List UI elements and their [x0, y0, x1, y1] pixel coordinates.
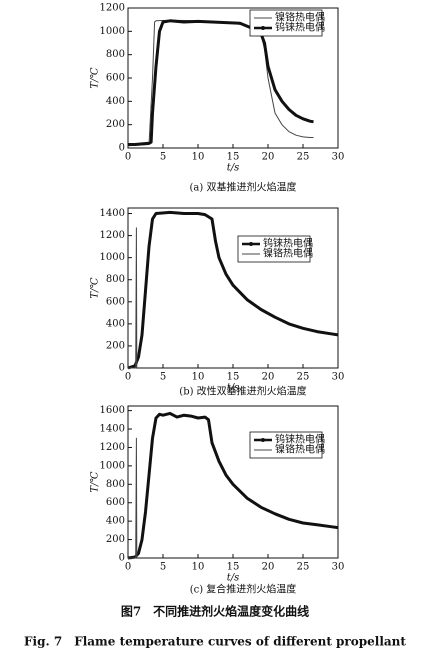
x-tick-label: 20	[262, 152, 275, 163]
subtitle: (a) 双基推进剂火焰温度	[190, 181, 297, 194]
y-tick-label: 0	[119, 553, 125, 564]
legend-box	[237, 235, 311, 263]
x-tick-label: 0	[125, 372, 131, 383]
y-tick-label: 400	[106, 516, 125, 527]
y-tick-label: 800	[106, 479, 125, 490]
y-tick-label: 400	[106, 318, 125, 329]
y-tick-label: 1000	[100, 460, 125, 471]
series-line	[128, 19, 314, 146]
x-tick-label: 20	[262, 372, 275, 383]
x-axis-label: t/s	[227, 383, 240, 394]
legend-label: 镍铬热电偶	[263, 247, 313, 260]
x-tick-label: 0	[125, 562, 131, 573]
x-axis-label: t/s	[227, 163, 240, 174]
series-line	[128, 227, 138, 369]
y-tick-label: 200	[106, 340, 125, 351]
x-tick-label: 25	[297, 152, 310, 163]
legend-label: 钨铼热电偶	[275, 21, 325, 34]
legend-label: 镍铬热电偶	[275, 11, 325, 24]
x-tick-label: 5	[160, 152, 166, 163]
y-tick-label: 0	[119, 363, 125, 374]
y-tick-label: 1200	[100, 3, 125, 14]
y-tick-label: 1400	[100, 424, 125, 435]
y-tick-label: 200	[106, 534, 125, 545]
x-axis-label: t/s	[227, 573, 240, 584]
series-line	[127, 210, 339, 370]
x-tick-label: 25	[297, 372, 310, 383]
legend-label: 钨铼热电偶	[275, 433, 325, 446]
series-line	[127, 411, 339, 560]
x-tick-label: 5	[160, 372, 166, 383]
x-tick-label: 20	[262, 562, 275, 573]
y-tick-label: 1600	[100, 405, 125, 416]
figure-caption: 图7 不同推进剂火焰温度变化曲线	[121, 604, 309, 619]
y-tick-label: 1200	[100, 230, 125, 241]
y-tick-label: 600	[106, 497, 125, 508]
legend-box	[249, 431, 323, 459]
x-tick-label: 15	[227, 372, 240, 383]
plot-frame	[127, 207, 339, 369]
y-tick-label: 800	[106, 274, 125, 285]
x-tick-label: 0	[125, 152, 131, 163]
x-tick-label: 10	[192, 562, 205, 573]
x-tick-label: 10	[192, 372, 205, 383]
y-tick-label: 1400	[100, 208, 125, 219]
legend-label: 镍铬热电偶	[275, 443, 325, 456]
y-axis-label: T/℃	[90, 277, 101, 298]
y-tick-label: 1000	[100, 26, 125, 37]
legend-marker	[249, 242, 253, 246]
x-tick-label: 30	[332, 152, 345, 163]
figure-caption-en: Fig. 7 Flame temperature curves of diffe…	[24, 635, 406, 649]
subtitle: (c) 复合推进剂火焰温度	[190, 583, 297, 596]
y-tick-label: 600	[106, 73, 125, 84]
y-tick-label: 1000	[100, 252, 125, 263]
x-tick-label: 30	[332, 372, 345, 383]
x-tick-label: 5	[160, 562, 166, 573]
y-tick-label: 600	[106, 296, 125, 307]
y-tick-label: 400	[106, 96, 125, 107]
y-axis-label: T/℃	[90, 67, 101, 88]
x-tick-label: 30	[332, 562, 345, 573]
x-tick-label: 15	[227, 152, 240, 163]
x-tick-label: 10	[192, 152, 205, 163]
legend-marker	[261, 26, 265, 30]
x-tick-label: 15	[227, 562, 240, 573]
y-tick-label: 1200	[100, 442, 125, 453]
y-tick-label: 0	[119, 143, 125, 154]
legend-box	[249, 9, 323, 37]
x-tick-label: 25	[297, 562, 310, 573]
series-line	[128, 437, 138, 559]
y-axis-label: T/℃	[90, 471, 101, 492]
y-tick-label: 200	[106, 119, 125, 130]
legend-marker	[261, 438, 265, 442]
y-tick-label: 800	[106, 49, 125, 60]
legend-label: 钨铼热电偶	[263, 237, 313, 250]
subtitle: (b) 改性双基推进剂火焰温度	[179, 385, 306, 398]
